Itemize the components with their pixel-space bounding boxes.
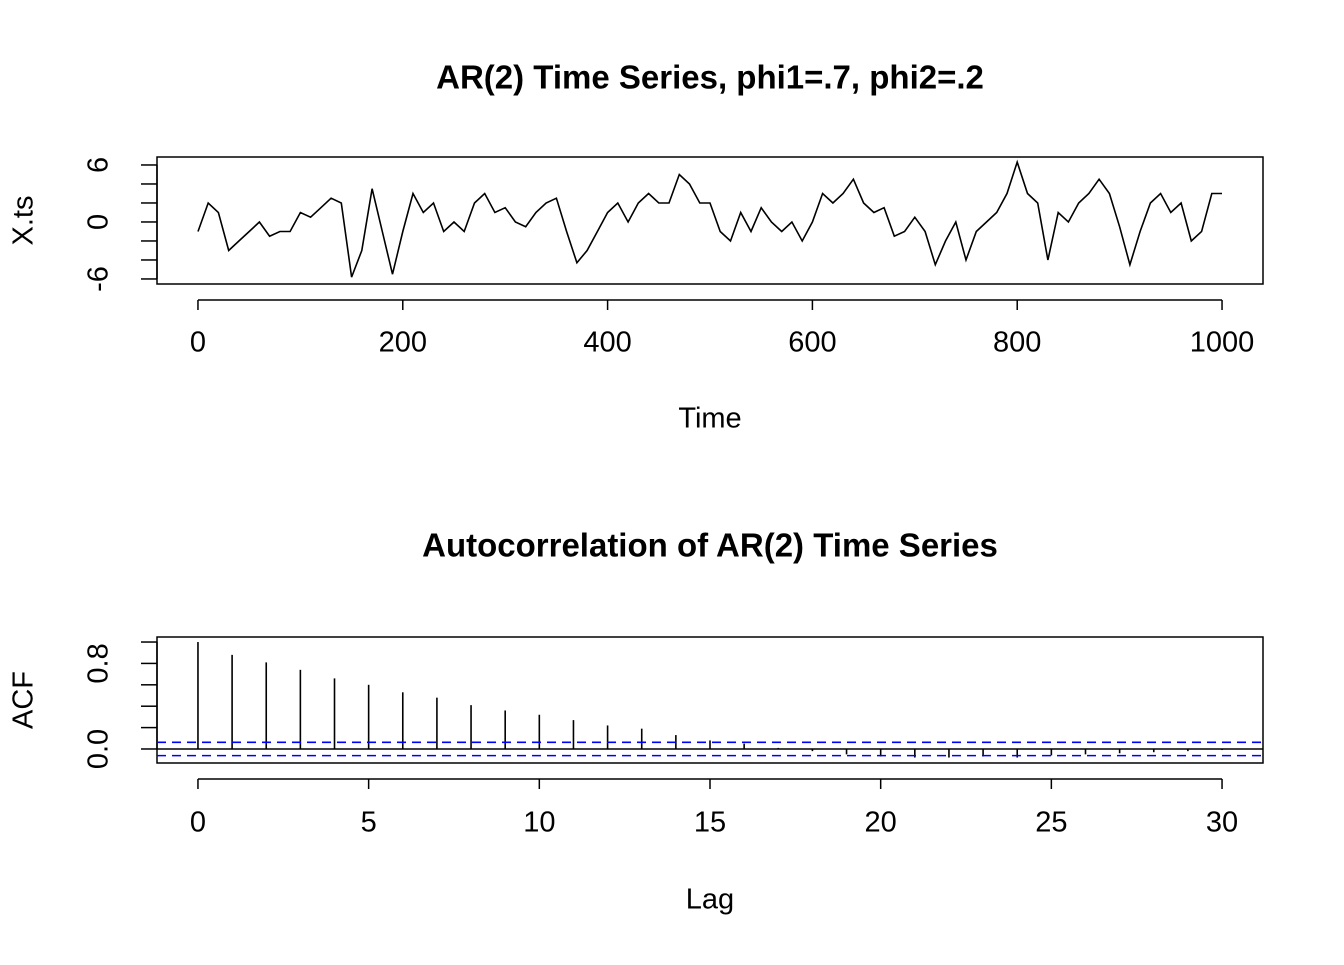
y-tick-label: 6 xyxy=(83,157,115,173)
x-tick-label: 20 xyxy=(865,807,897,839)
y-tick-label: 0.8 xyxy=(83,643,115,683)
series-line xyxy=(197,159,1222,278)
x-tick-label: 600 xyxy=(788,327,836,359)
x-axis-label: Time xyxy=(678,403,741,435)
x-tick-label: 10 xyxy=(523,807,555,839)
chart-title: AR(2) Time Series, phi1=.7, phi2=.2 xyxy=(436,59,984,96)
x-tick-label: 800 xyxy=(993,327,1041,359)
y-tick-label: -6 xyxy=(83,266,115,292)
x-tick-label: 15 xyxy=(694,807,726,839)
x-tick-label: 0 xyxy=(190,807,206,839)
chart-title: Autocorrelation of AR(2) Time Series xyxy=(422,527,998,564)
x-tick-label: 200 xyxy=(379,327,427,359)
y-axis-label: X.ts xyxy=(8,196,40,246)
x-tick-label: 30 xyxy=(1206,807,1238,839)
plot-frame xyxy=(156,156,1264,285)
y-tick-label: 0 xyxy=(83,214,115,230)
x-tick-label: 400 xyxy=(583,327,631,359)
y-tick-label: 0.0 xyxy=(83,729,115,769)
y-axis-label: ACF xyxy=(8,671,40,729)
x-tick-label: 25 xyxy=(1035,807,1067,839)
x-tick-label: 0 xyxy=(190,327,206,359)
x-tick-label: 5 xyxy=(361,807,377,839)
x-axis-label: Lag xyxy=(686,884,734,916)
x-tick-label: 1000 xyxy=(1190,327,1255,359)
